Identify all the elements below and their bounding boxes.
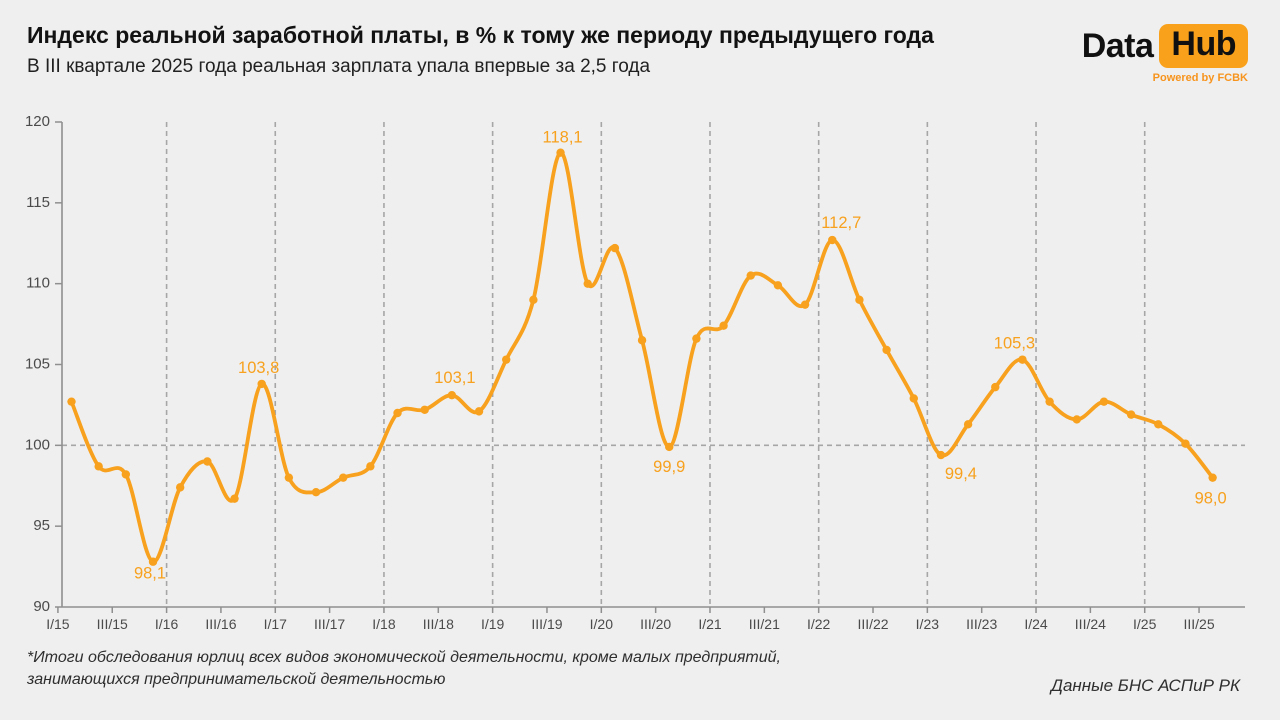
x-tick-label: I/19 — [481, 616, 505, 632]
data-point-marker — [1045, 397, 1054, 406]
series-markers — [67, 148, 1217, 566]
x-tick-label: III/22 — [857, 616, 888, 632]
y-tick-label: 95 — [33, 517, 50, 534]
data-point-marker — [447, 391, 457, 400]
data-point-marker — [148, 557, 158, 566]
point-label: 105,3 — [994, 335, 1035, 353]
logo-text-hub: Hub — [1159, 24, 1248, 68]
point-label: 103,8 — [238, 359, 279, 377]
x-tick-label: III/18 — [423, 616, 454, 632]
y-tick-label: 90 — [33, 598, 50, 615]
data-point-marker — [175, 483, 185, 492]
data-point-marker — [855, 295, 864, 305]
x-tick-label: I/25 — [1133, 616, 1157, 632]
data-point-marker — [121, 470, 131, 479]
data-point-marker — [773, 281, 783, 290]
data-point-marker — [583, 279, 592, 288]
data-point-marker — [1072, 415, 1081, 424]
data-point-marker — [936, 450, 946, 460]
series-line — [69, 150, 1215, 564]
footnote-line-2: занимающихся предпринимательской деятель… — [27, 671, 446, 688]
x-tick-label: I/15 — [46, 616, 70, 632]
x-tick-label: I/23 — [916, 616, 940, 632]
data-point-marker — [393, 408, 402, 418]
point-label: 118,1 — [543, 129, 583, 147]
x-tick-label: I/17 — [264, 616, 288, 632]
chart-header: Индекс реальной заработной платы, в % к … — [27, 22, 934, 78]
x-tick-label: III/15 — [97, 616, 128, 632]
data-point-marker — [1154, 420, 1163, 429]
source-credit: Данные БНС АСПиР РК — [1050, 676, 1240, 695]
data-point-marker — [67, 397, 76, 406]
data-point-marker — [203, 457, 212, 466]
data-point-marker — [1099, 397, 1109, 406]
data-point-marker — [665, 442, 674, 452]
x-tick-label: III/21 — [749, 616, 780, 632]
data-point-marker — [284, 473, 294, 482]
data-point-marker — [420, 405, 429, 414]
data-point-marker — [94, 462, 103, 471]
datahub-logo: Data Hub Powered by FCBK — [1082, 24, 1248, 84]
data-point-marker — [1126, 410, 1136, 419]
page-title: Индекс реальной заработной платы, в % к … — [27, 22, 934, 48]
x-tick-label: III/20 — [640, 616, 671, 632]
point-label: 112,7 — [821, 214, 861, 232]
data-point-marker — [339, 473, 348, 482]
point-label: 98,0 — [1195, 490, 1227, 508]
x-tick-label: I/21 — [698, 616, 722, 632]
axes: 90 95 100 105 110 115 120 I/15 III/15 I/16 III/16 I… — [25, 113, 1245, 632]
x-tick-label: III/19 — [531, 616, 562, 632]
y-tick-label: 105 — [25, 355, 50, 372]
x-tick-label: I/24 — [1024, 616, 1048, 632]
data-point-marker — [311, 488, 321, 497]
footnote-line-1: *Итоги обследования юрлиц всех видов эко… — [27, 649, 781, 666]
data-point-marker — [230, 494, 239, 503]
data-point-marker — [366, 462, 375, 471]
y-tick-label: 110 — [26, 275, 50, 292]
gridlines — [62, 122, 1245, 607]
data-point-marker — [1018, 355, 1027, 364]
data-point-marker — [800, 300, 810, 309]
data-point-marker — [746, 271, 755, 280]
y-tick-label: 120 — [25, 113, 50, 130]
data-point-marker — [474, 407, 484, 416]
data-point-marker — [257, 379, 266, 389]
x-tick-label: I/20 — [590, 616, 614, 632]
logo-tagline: Powered by FCBK — [1152, 72, 1248, 84]
point-label: 99,4 — [945, 465, 977, 483]
x-tick-label: III/25 — [1183, 616, 1214, 632]
data-point-marker — [828, 235, 837, 245]
data-point-marker — [637, 336, 647, 345]
data-point-marker — [1181, 439, 1190, 448]
data-point-marker — [909, 394, 918, 403]
data-point-marker — [556, 148, 565, 157]
x-tick-label: I/22 — [807, 616, 831, 632]
point-label: 103,1 — [434, 369, 475, 387]
point-label: 98,1 — [134, 565, 166, 583]
point-label: 99,9 — [653, 458, 685, 476]
y-tick-label: 115 — [26, 194, 50, 211]
real-wage-line-chart: 90 95 100 105 110 115 120 I/15 III/15 I/16 III/16 I… — [25, 113, 1245, 632]
logo-wordmark: Data Hub — [1082, 24, 1248, 68]
footnote: *Итоги обследования юрлиц всех видов эко… — [27, 647, 781, 691]
x-tick-label: III/17 — [314, 616, 345, 632]
data-point-marker — [610, 243, 620, 253]
x-tick-label: III/16 — [205, 616, 236, 632]
y-tick-label: 100 — [25, 436, 50, 453]
page-subtitle: В III квартале 2025 года реальная зарпла… — [27, 56, 651, 77]
data-point-marker — [719, 321, 728, 330]
point-labels: 98,1 103,8 103,1 118,1 99,9 112,7 99,4 105,3 98,… — [134, 129, 1227, 583]
data-point-marker — [529, 295, 538, 305]
x-tick-label: I/16 — [155, 616, 179, 632]
data-point-marker — [692, 334, 701, 343]
data-point-marker — [991, 382, 1000, 392]
data-point-marker — [502, 355, 511, 364]
x-tick-label: I/18 — [372, 616, 396, 632]
data-point-marker — [882, 345, 891, 355]
x-tick-label: III/24 — [1075, 616, 1106, 632]
data-point-marker — [1208, 473, 1217, 482]
logo-text-data: Data — [1081, 26, 1154, 65]
data-point-marker — [963, 420, 973, 429]
x-tick-label: III/23 — [966, 616, 997, 632]
